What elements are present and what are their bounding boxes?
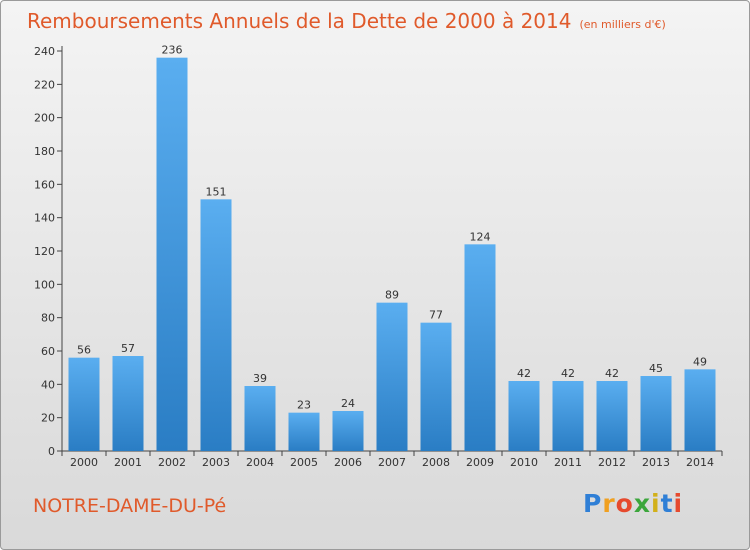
x-tick-label-2006: 2006 [334, 456, 362, 469]
data-label-2010: 42 [517, 367, 531, 380]
y-tick-label: 80 [41, 312, 55, 325]
y-tick-label: 140 [34, 212, 55, 225]
data-label-2013: 45 [649, 362, 663, 375]
bar-2003 [200, 199, 232, 451]
y-tick-label: 160 [34, 178, 55, 191]
bar-2009 [464, 244, 496, 451]
bar-2010 [508, 381, 540, 451]
y-tick-label: 220 [34, 78, 55, 91]
chart-title-text: Remboursements Annuels de la Dette de 20… [27, 9, 572, 33]
x-tick-label-2000: 2000 [70, 456, 98, 469]
data-label-2003: 151 [206, 185, 227, 198]
data-label-2002: 236 [162, 44, 183, 57]
x-tick-label-2003: 2003 [202, 456, 230, 469]
x-tick-label-2012: 2012 [598, 456, 626, 469]
data-label-2006: 24 [341, 397, 355, 410]
x-tick-label-2004: 2004 [246, 456, 274, 469]
bar-2000 [68, 357, 100, 451]
data-label-2004: 39 [253, 372, 267, 385]
data-label-2001: 57 [121, 342, 135, 355]
proxiti-logo: Proxiti [583, 489, 684, 518]
data-label-2009: 124 [470, 230, 491, 243]
y-tick-label: 40 [41, 378, 55, 391]
x-tick-label-2010: 2010 [510, 456, 538, 469]
bar-2002 [156, 57, 188, 452]
data-label-2011: 42 [561, 367, 575, 380]
x-tick-label-2005: 2005 [290, 456, 318, 469]
bar-2008 [420, 322, 452, 451]
bar-2013 [640, 376, 672, 451]
y-tick-label: 120 [34, 245, 55, 258]
y-tick-label: 200 [34, 112, 55, 125]
bar-2012 [596, 381, 628, 451]
y-tick-label: 0 [48, 445, 55, 458]
data-label-2014: 49 [693, 355, 707, 368]
data-label-2000: 56 [77, 344, 91, 357]
y-tick-label: 60 [41, 345, 55, 358]
commune-name: NOTRE-DAME-DU-Pé [33, 495, 227, 517]
y-tick-label: 180 [34, 145, 55, 158]
bar-2007 [376, 302, 408, 451]
x-tick-label-2002: 2002 [158, 456, 186, 469]
x-tick-label-2014: 2014 [686, 456, 714, 469]
x-tick-label-2009: 2009 [466, 456, 494, 469]
data-label-2008: 77 [429, 309, 443, 322]
chart-title: Remboursements Annuels de la Dette de 20… [27, 9, 666, 33]
x-tick-label-2001: 2001 [114, 456, 142, 469]
chart-unit: (en milliers d'€) [579, 18, 666, 31]
y-tick-label: 100 [34, 278, 55, 291]
bar-2011 [552, 381, 584, 451]
bar-2005 [288, 412, 320, 451]
bar-2006 [332, 411, 364, 451]
y-tick-label: 20 [41, 412, 55, 425]
data-label-2012: 42 [605, 367, 619, 380]
bar-2001 [112, 356, 144, 451]
bar-2004 [244, 386, 276, 451]
x-tick-label-2011: 2011 [554, 456, 582, 469]
data-label-2005: 23 [297, 399, 311, 412]
x-tick-label-2013: 2013 [642, 456, 670, 469]
y-tick-label: 240 [34, 45, 55, 58]
data-label-2007: 89 [385, 289, 399, 302]
x-tick-label-2008: 2008 [422, 456, 450, 469]
bar-2014 [684, 369, 716, 451]
x-tick-label-2007: 2007 [378, 456, 406, 469]
